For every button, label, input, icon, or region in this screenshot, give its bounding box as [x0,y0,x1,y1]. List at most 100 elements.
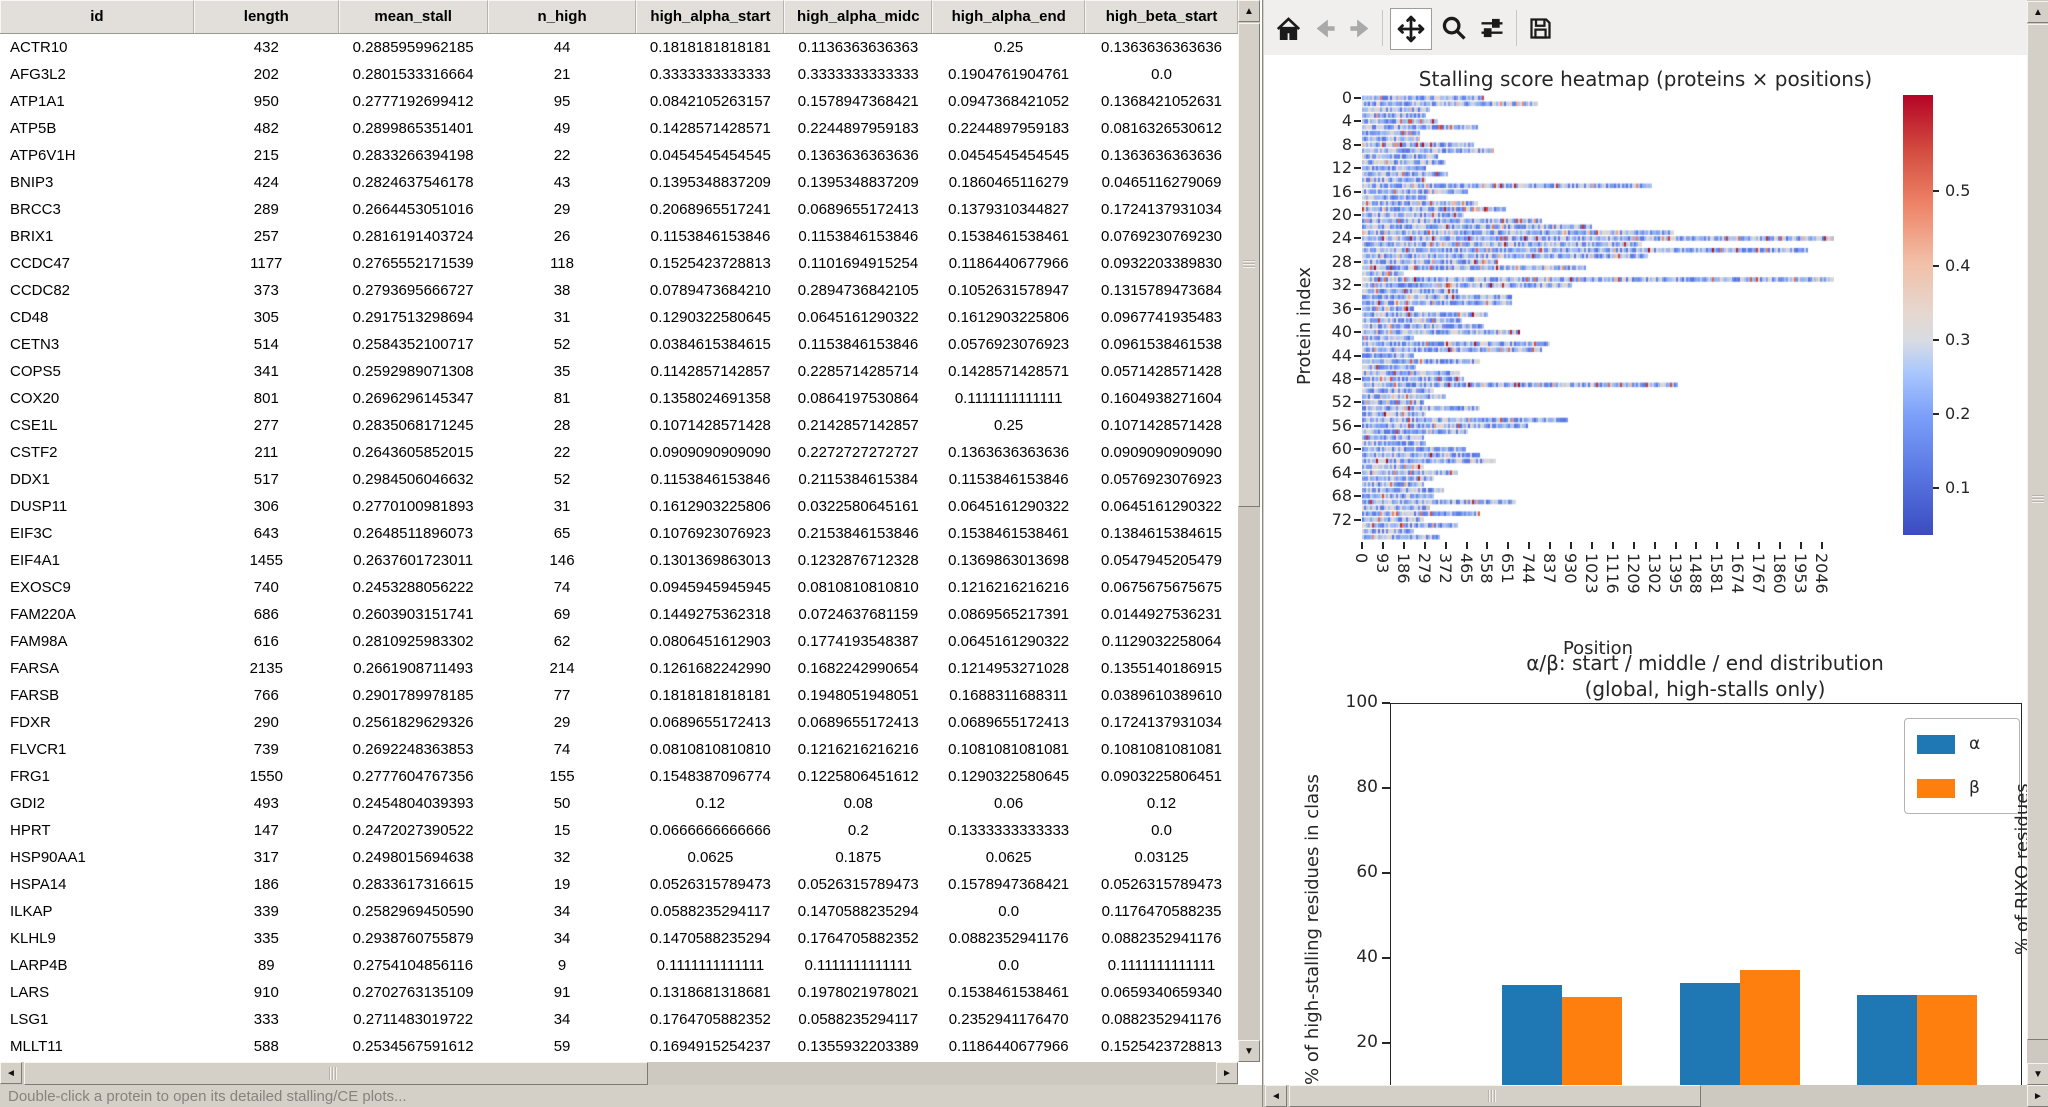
save-button[interactable] [1524,12,1556,44]
table-vscroll-thumb[interactable] [1238,23,1260,507]
table-row-GDI2[interactable]: GDI2 493 0.2454804039393 50 0.12 0.08 0.06 0.12 [0,790,1238,817]
table-row-FARSA[interactable]: FARSA 2135 0.2661908711493 214 0.12616822429… [0,655,1238,682]
panel-scroll-up-button[interactable]: ▲ [2027,1,2048,23]
table-row-DDX1[interactable]: DDX1 517 0.2984506046632 52 0.1153846153846 0… [0,466,1238,493]
configure-subplots-button[interactable] [1476,12,1508,44]
column-header-n_high[interactable]: n_high [487,0,637,33]
table-row-CCDC47[interactable]: CCDC47 1177 0.2765552171539 118 0.1525423728… [0,250,1238,277]
table-row-ATP6V1H[interactable]: ATP6V1H 215 0.2833266394198 22 0.04545454545… [0,142,1238,169]
table-cell: 910 [253,984,279,1001]
table-row-EXOSC9[interactable]: EXOSC9 740 0.2453288056222 74 0.094594594594… [0,574,1238,601]
table-row-EIF4A1[interactable]: EIF4A1 1455 0.2637601723011 146 0.1301369863… [0,547,1238,574]
panel-scroll-left-button[interactable]: ◄ [1265,1085,1287,1107]
panel-vscrollbar[interactable]: ▲ ▼ [2027,0,2048,1085]
table-row-MLLT11[interactable]: MLLT11 588 0.2534567591612 59 0.169491525423… [0,1033,1238,1060]
panel-scroll-down-button[interactable]: ▼ [2027,1063,2048,1085]
table-cell: 0.2765552171539 [352,255,474,272]
table-row-ATP1A1[interactable]: ATP1A1 950 0.2777192699412 95 0.084210526315… [0,88,1238,115]
table-cell: 74 [553,741,571,758]
forward-button[interactable] [1344,12,1376,44]
table-cell: 739 [253,741,279,758]
table-cell: 0.0789473684210 [649,282,771,299]
table-cell: 0.1111111111111 [954,390,1063,407]
panel-hscrollbar[interactable]: ◄ ► [1263,1085,2048,1107]
status-bar: Double-click a protein to open its detai… [0,1085,1270,1107]
table-row-LSG1[interactable]: LSG1 333 0.2711483019722 34 0.1764705882352 0… [0,1006,1238,1033]
table-row-ILKAP[interactable]: ILKAP 339 0.2582969450590 34 0.0588235294117… [0,898,1238,925]
table-cell: 0.1071428571428 [649,417,771,434]
table-scroll-down-button[interactable]: ▼ [1238,1040,1260,1062]
table-cell: 0.0810810810810 [649,741,771,758]
home-button[interactable] [1272,12,1304,44]
table-row-CETN3[interactable]: CETN3 514 0.2584352100717 52 0.0384615384615… [0,331,1238,358]
table-row-EIF3C[interactable]: EIF3C 643 0.2648511896073 65 0.1076923076923… [0,520,1238,547]
heatmap-xtick: 1488 [1686,553,1706,594]
bar-α-middle [1680,983,1740,1087]
table-row-CCDC82[interactable]: CCDC82 373 0.2793695666727 38 0.078947368421… [0,277,1238,304]
table-row-DUSP11[interactable]: DUSP11 306 0.2770100981893 31 0.161290322580… [0,493,1238,520]
table-row-KLHL9[interactable]: KLHL9 335 0.2938760755879 34 0.1470588235294… [0,925,1238,952]
back-button[interactable] [1308,12,1340,44]
table-row-CSE1L[interactable]: CSE1L 277 0.2835068171245 28 0.1071428571428… [0,412,1238,439]
table-row-HSPA14[interactable]: HSPA14 186 0.2833617316615 19 0.052631578947… [0,871,1238,898]
table-cell: 0.1682242990654 [797,660,919,677]
table-cell: 517 [253,471,279,488]
table-cell: 0.2711483019722 [353,1011,474,1028]
table-row-FAM98A[interactable]: FAM98A 616 0.2810925983302 62 0.080645161290… [0,628,1238,655]
table-cell: 432 [253,39,279,56]
table-row-LARS[interactable]: LARS 910 0.2702763135109 91 0.1318681318681 0… [0,979,1238,1006]
table-cell: 0.2833266394198 [352,147,474,164]
table-row-ATP5B[interactable]: ATP5B 482 0.2899865351401 49 0.1428571428571… [0,115,1238,142]
pan-button[interactable] [1390,8,1432,50]
heatmap-xtick: 744 [1519,553,1539,584]
table-cell: 186 [253,876,279,893]
table-row-FAM220A[interactable]: FAM220A 686 0.2603903151741 69 0.14492753623… [0,601,1238,628]
table-hscroll-thumb[interactable] [24,1062,648,1085]
table-scroll-left-button[interactable]: ◄ [0,1062,22,1084]
column-header-id[interactable]: id [0,0,194,33]
panel-hscroll-thumb[interactable] [1289,1085,1701,1107]
table-scroll-up-button[interactable]: ▲ [1238,0,1260,22]
table-cell: EXOSC9 [10,579,71,596]
table-row-FARSB[interactable]: FARSB 766 0.2901789978185 77 0.1818181818181… [0,682,1238,709]
column-header-high_alpha_midc[interactable]: high_alpha_midc [784,0,933,33]
table-cell: 0.1470588235294 [797,903,919,920]
column-header-high_alpha_end[interactable]: high_alpha_end [932,0,1086,33]
table-row-FLVCR1[interactable]: FLVCR1 739 0.2692248363853 74 0.081081081081… [0,736,1238,763]
table-scroll-right-button[interactable]: ► [1216,1062,1238,1084]
table-hscrollbar[interactable]: ◄ ► [0,1062,1238,1085]
table-row-CD48[interactable]: CD48 305 0.2917513298694 31 0.1290322580645 0… [0,304,1238,331]
table-cell: 482 [253,120,279,137]
column-header-length[interactable]: length [193,0,339,33]
table-cell: 0.0816326530612 [1101,120,1223,137]
table-row-BNIP3[interactable]: BNIP3 424 0.2824637546178 43 0.1395348837209… [0,169,1238,196]
table-row-COPS5[interactable]: COPS5 341 0.2592989071308 35 0.1142857142857… [0,358,1238,385]
table-row-AFG3L2[interactable]: AFG3L2 202 0.2801533316664 21 0.333333333333… [0,61,1238,88]
table-row-ACTR10[interactable]: ACTR10 432 0.2885959962185 44 0.181818181818… [0,34,1238,61]
table-vscrollbar[interactable]: ▲ ▼ [1238,0,1260,1062]
table-row-BRCC3[interactable]: BRCC3 289 0.2664453051016 29 0.2068965517241… [0,196,1238,223]
panel-scroll-right-button[interactable]: ► [2027,1085,2048,1107]
table-row-LARP4B[interactable]: LARP4B 89 0.2754104856116 9 0.1111111111111 0… [0,952,1238,979]
barchart-ytick: 100 [1345,692,1378,712]
table-row-BRIX1[interactable]: BRIX1 257 0.2816191403724 26 0.1153846153846… [0,223,1238,250]
table-row-COX20[interactable]: COX20 801 0.2696296145347 81 0.1358024691358… [0,385,1238,412]
home-icon [1275,15,1302,42]
table-row-FRG1[interactable]: FRG1 1550 0.2777604767356 155 0.154838709677… [0,763,1238,790]
table-row-HSP90AA1[interactable]: HSP90AA1 317 0.2498015694638 32 0.0625 0.1875… [0,844,1238,871]
tick-mark [1933,487,1939,490]
zoom-button[interactable] [1438,12,1470,44]
table-cell: 801 [253,390,279,407]
column-header-mean_stall[interactable]: mean_stall [338,0,488,33]
forward-arrow-icon [1347,15,1374,42]
column-header-high_beta_start[interactable]: high_beta_start [1085,0,1238,33]
table-row-FDXR[interactable]: FDXR 290 0.2561829629326 29 0.0689655172413 0… [0,709,1238,736]
table-row-CSTF2[interactable]: CSTF2 211 0.2643605852015 22 0.0909090909090… [0,439,1238,466]
panel-vscroll-thumb[interactable] [2027,24,2048,1040]
column-header-high_alpha_start[interactable]: high_alpha_start [636,0,785,33]
table-cell: 32 [553,849,571,866]
table-row-HPRT[interactable]: HPRT 147 0.2472027390522 15 0.0666666666666 0… [0,817,1238,844]
scroll-grip [2032,495,2044,503]
table-cell: 0.1232876712328 [797,552,919,569]
table-cell: 0.0882352941176 [1101,930,1222,947]
